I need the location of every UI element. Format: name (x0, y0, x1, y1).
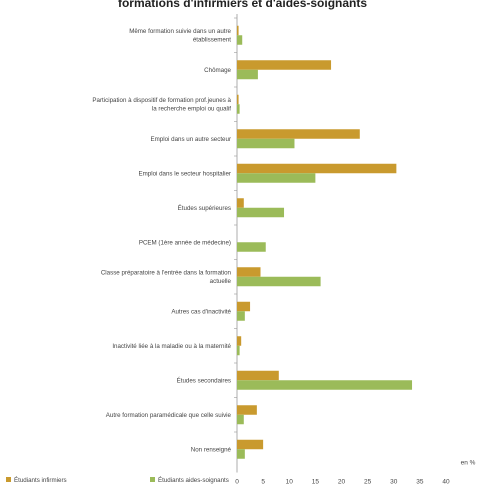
bar-infirmiers (237, 370, 279, 381)
bar-infirmiers (237, 60, 332, 70)
bar-infirmiers (237, 336, 242, 346)
category-label-line: actuelle (210, 278, 232, 285)
category-label-line: Chômage (204, 67, 231, 74)
category-label: Études supérieures (178, 205, 231, 212)
bar-infirmiers (237, 129, 360, 139)
category-label-line: Inactivité liée à la maladie ou à la mat… (112, 343, 231, 350)
x-tick-label: 25 (364, 479, 372, 486)
category-label: Autre formation paramédicale que celle s… (106, 412, 232, 419)
category-label: Chômage (204, 67, 231, 74)
bar-aides-soignants (237, 35, 243, 45)
bar-aides-soignants (237, 380, 413, 390)
x-tick-label: 30 (390, 479, 398, 486)
x-tick-label: 0 (235, 479, 239, 486)
category-label: Inactivité liée à la maladie ou à la mat… (112, 343, 231, 350)
category-label: Études secondaires (177, 377, 231, 384)
category-label-line: Autres cas d'inactivité (171, 308, 231, 315)
x-tick-label: 20 (338, 479, 346, 486)
bar-aides-soignants (237, 69, 258, 80)
legend-swatch (6, 477, 11, 482)
bar-aides-soignants (237, 138, 295, 149)
category-label-line: Emploi dans le secteur hospitalier (138, 170, 231, 177)
category-label-line: Autre formation paramédicale que celle s… (106, 412, 232, 419)
category-label: PCEM (1ère année de médecine) (139, 239, 231, 246)
bar-infirmiers (237, 301, 251, 312)
bar-aides-soignants (237, 345, 240, 356)
bar-infirmiers (237, 25, 239, 36)
bar-infirmiers (237, 198, 244, 208)
category-label: Participation à dispositif de formation … (92, 97, 231, 112)
legend-label: Étudiants infirmiers (14, 477, 67, 484)
bar-aides-soignants (237, 311, 245, 321)
category-label-line: la recherche emploi ou qualif (152, 105, 231, 112)
category-label: Classe préparatoire à l'entrée dans la f… (101, 270, 232, 285)
bar-aides-soignants (237, 207, 285, 218)
bar-infirmiers (237, 267, 261, 277)
category-label-line: Études supérieures (178, 205, 231, 212)
bar-aides-soignants (237, 104, 240, 114)
category-label: Emploi dans le secteur hospitalier (138, 170, 231, 177)
category-label-line: Même formation suivie dans un autre (129, 28, 231, 35)
x-tick-label: 10 (286, 479, 294, 486)
category-label: Emploi dans un autre secteur (151, 136, 231, 143)
category-label: Non renseigné (191, 446, 232, 453)
x-tick-label: 15 (312, 479, 320, 486)
bar-infirmiers (237, 439, 264, 450)
x-axis-label: en % (461, 460, 476, 467)
category-label-line: établissement (193, 36, 231, 43)
category-label: Autres cas d'inactivité (171, 308, 231, 315)
bar-aides-soignants (237, 242, 266, 252)
category-label-line: Non renseigné (191, 446, 232, 453)
bar-aides-soignants (237, 173, 316, 183)
legend-label: Étudiants aides-soignants (158, 477, 229, 484)
chart-title: formations d'infirmiers et d'aides-soign… (117, 0, 368, 10)
x-tick-label: 35 (416, 479, 424, 486)
category-label-line: Emploi dans un autre secteur (151, 136, 231, 143)
category-label-line: PCEM (1ère année de médecine) (139, 239, 231, 246)
bar-aides-soignants (237, 276, 321, 287)
category-label-line: Classe préparatoire à l'entrée dans la f… (101, 270, 232, 277)
category-label: Même formation suivie dans un autre établ… (129, 28, 231, 43)
category-label-line: Études secondaires (177, 377, 231, 384)
x-tick-label: 40 (442, 479, 450, 486)
category-label-line: Participation à dispositif de formation … (92, 97, 231, 104)
legend-swatch (150, 477, 155, 482)
x-tick-label: 5 (261, 479, 265, 486)
bar-aides-soignants (237, 414, 244, 425)
bar-aides-soignants (237, 449, 245, 459)
bar-infirmiers (237, 94, 239, 105)
bar-infirmiers (237, 405, 257, 415)
bar-infirmiers (237, 163, 397, 174)
